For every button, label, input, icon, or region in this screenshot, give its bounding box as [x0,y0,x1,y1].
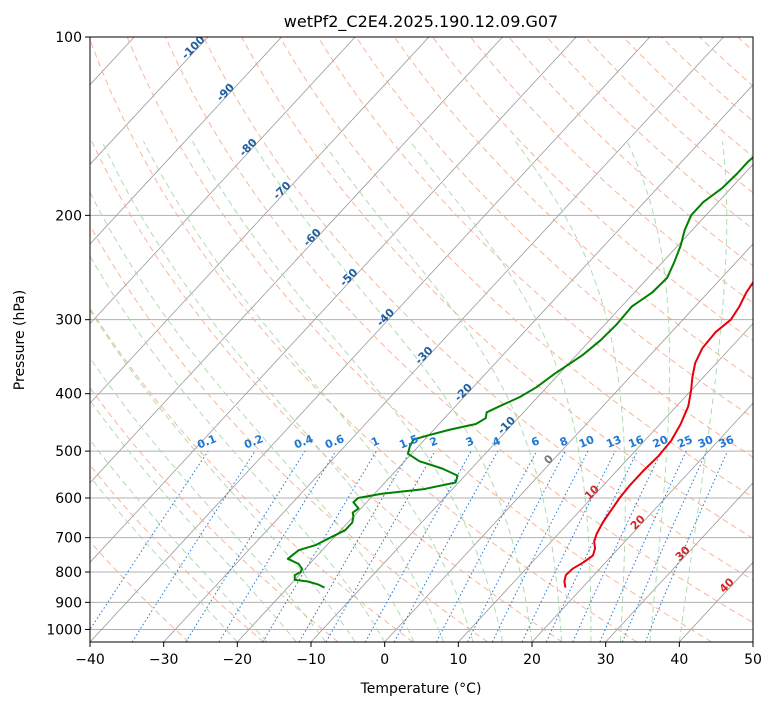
isotherm-line [90,37,651,642]
profile-lines [286,156,753,589]
y-tick-label: 500 [55,444,82,460]
y-tick-label: 100 [55,30,82,46]
mixing-ratio-line [599,450,687,642]
y-axis: 100 200 300 400 500 600 700 800 900 1000 [46,30,90,638]
y-tick-label: 400 [55,387,82,403]
mixing-ratio-label: 25 [675,433,694,451]
mixing-ratio-line [364,450,472,642]
moist-adiabat-line [90,356,327,642]
moist-adiabat-line [90,439,268,642]
y-tick-label: 600 [55,491,82,507]
dry-adiabat-line [90,38,638,642]
x-tick-label: −40 [75,652,105,668]
dry-adiabat-line [279,37,753,498]
temperature-profile-line [563,280,753,588]
dry-adiabat-line [432,37,753,342]
mixing-ratio-label: 20 [651,433,670,451]
isotherm-line [90,37,430,404]
isotherm-line [90,37,503,484]
dry-adiabat-line [90,136,563,642]
x-tick-label: 50 [744,652,762,668]
x-axis-title: Temperature (°C) [360,681,482,697]
isotherm-line [605,482,753,642]
moist-adiabat-line [90,309,356,642]
dry-adiabat-line [241,37,753,539]
isotherm-line [90,37,577,563]
dry-adiabat-line [90,540,190,642]
mixing-ratio-label: 10 [577,433,596,451]
x-tick-label: −30 [149,652,179,668]
dry-adiabat-line [90,224,488,642]
mixing-ratio-line [393,450,499,642]
plot-frame [89,36,754,643]
chart-title: wetPf2_C2E4.2025.190.12.09.G07 [284,12,558,32]
x-tick-label: 40 [670,652,688,668]
mixing-ratio-line [621,450,708,642]
y-tick-label: 300 [55,313,82,329]
dry-adiabat-line [470,37,753,304]
mixing-ratio-line [491,450,589,642]
mixing-ratio-label: 13 [604,433,623,451]
dry-adiabat-line [393,37,753,380]
dry-adiabat-line [203,37,753,581]
mixing-ratio-label: 1 [369,434,381,449]
y-tick-label: 900 [55,595,82,611]
isotherm-line [237,84,753,642]
mixing-ratio-label: 3 [464,434,476,449]
mixing-ratio-line [131,450,256,642]
x-tick-label: −10 [296,652,326,668]
mixing-ratio-line [218,450,337,642]
y-axis-title: Pressure (hPa) [12,290,28,390]
y-tick-label: 800 [55,565,82,581]
dewpoint-profile-line [286,156,753,589]
moist-adiabat-line [192,141,503,642]
moist-adiabat-line [322,141,562,642]
moist-adiabat-line [626,141,671,642]
moist-adiabat-line [409,140,592,642]
moist-adiabat-line [90,191,415,642]
moist-adiabat-line [90,475,238,642]
isotherm-line [384,243,753,642]
isotherm-line [90,37,282,245]
mixing-ratio-line [90,450,209,631]
x-tick-label: 10 [449,652,467,668]
y-tick-label: 700 [55,531,82,547]
mixing-ratio-label: 16 [627,433,646,451]
moist-adiabat-line [514,141,626,642]
dry-adiabat-line [355,37,753,419]
x-tick-label: 0 [380,652,389,668]
mixing-ratio-label: 30 [696,433,715,451]
dry-adiabat-line [164,37,753,624]
isotherm-line [531,402,753,642]
moist-adiabat-line [250,141,533,642]
x-axis: −40 −30 −20 −10 0 10 20 30 40 50 [75,642,762,668]
y-tick-label: 1000 [46,622,82,638]
mixing-ratio-label: 8 [558,434,570,449]
y-tick-label: 200 [55,208,82,224]
mixing-ratio-line [644,450,729,642]
isotherm-line [90,37,209,165]
moist-adiabat-line [678,141,728,642]
mixing-ratio-label: 36 [717,433,736,451]
moist-adiabat-line [143,141,474,642]
moist-adiabat-line [101,141,445,642]
moist-adiabat-line [90,399,297,642]
isotherm-line [163,37,724,642]
x-tick-label: −20 [223,652,253,668]
x-tick-label: 30 [597,652,615,668]
mixing-ratio-label: 2 [428,434,440,449]
dry-adiabat-line [90,464,264,642]
background-lines [90,37,753,642]
x-tick-label: 20 [523,652,541,668]
dry-adiabat-line [126,37,712,642]
isotherm-line [90,37,356,325]
